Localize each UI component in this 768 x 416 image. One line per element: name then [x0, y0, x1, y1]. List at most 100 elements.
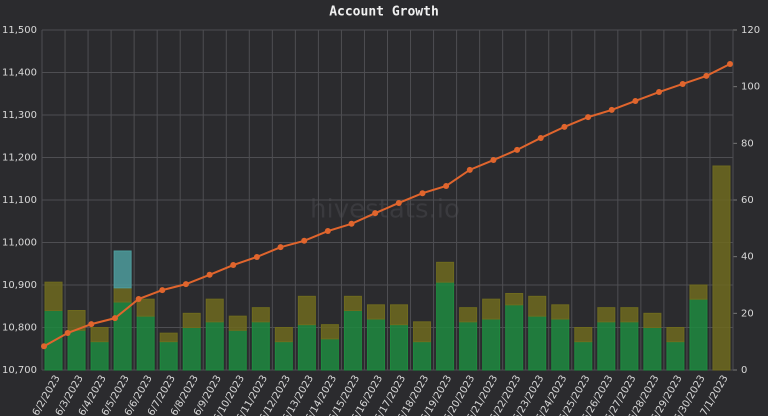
point [348, 220, 355, 227]
y2-tick-label: 80 [741, 138, 754, 149]
bar [182, 327, 201, 371]
point [111, 315, 118, 322]
bar [436, 281, 455, 371]
bar [136, 298, 155, 317]
point [159, 287, 166, 294]
bar [459, 321, 478, 371]
y2-tick-label: 20 [741, 308, 754, 319]
bar [551, 318, 570, 371]
bar [343, 295, 362, 312]
point [277, 244, 284, 251]
point [253, 253, 260, 260]
bar [528, 315, 547, 371]
y2-tick-label: 100 [741, 82, 760, 93]
bar [136, 315, 155, 371]
bar [574, 327, 593, 343]
point [656, 89, 663, 96]
bar [182, 312, 201, 329]
bar [413, 341, 432, 371]
bar [482, 318, 501, 371]
y-tick-label: 11,100 [2, 195, 37, 206]
point [301, 237, 308, 244]
y2-tick-label: 0 [741, 365, 747, 376]
bar [689, 284, 708, 300]
bar [366, 304, 385, 320]
point [88, 321, 95, 328]
point [537, 134, 544, 141]
point [41, 343, 47, 350]
bar [228, 315, 247, 331]
bar [44, 281, 63, 311]
bar [274, 341, 293, 371]
y2-tick-label: 60 [741, 195, 754, 206]
point [703, 72, 710, 79]
point [135, 296, 142, 303]
y-tick-label: 10,800 [2, 323, 37, 334]
bar [459, 307, 478, 323]
bar [366, 318, 385, 371]
bar [666, 327, 685, 343]
y-tick-label: 11,000 [2, 238, 37, 249]
y-tick-label: 11,200 [2, 153, 37, 164]
bar [228, 329, 247, 371]
point [395, 199, 402, 206]
bar [159, 341, 178, 371]
bar [251, 321, 270, 371]
bar [297, 295, 316, 326]
point [182, 281, 189, 288]
bar [205, 298, 224, 323]
line [43, 63, 731, 348]
point [585, 114, 592, 121]
point [230, 262, 237, 269]
bar [274, 327, 293, 343]
bar [90, 341, 109, 371]
y-tick-label: 10,900 [2, 280, 37, 291]
bar [597, 321, 616, 371]
point [727, 61, 733, 67]
chart-title: Account Growth [329, 5, 439, 20]
bar [113, 250, 132, 289]
point [419, 190, 426, 197]
point [64, 330, 71, 337]
bar [67, 329, 86, 371]
bar [620, 321, 639, 371]
bar [643, 327, 662, 371]
point [679, 80, 686, 87]
bar [528, 295, 547, 317]
bar [205, 321, 224, 371]
bar [297, 324, 316, 371]
bar [436, 261, 455, 283]
bar [113, 287, 132, 303]
bar [574, 341, 593, 371]
bar [413, 321, 432, 343]
bar [643, 312, 662, 329]
y-tick-label: 10,700 [2, 365, 37, 376]
point [466, 166, 473, 173]
point [514, 146, 521, 153]
point [608, 106, 615, 113]
bar [251, 307, 270, 323]
point [372, 210, 379, 217]
point [206, 271, 213, 278]
bar [597, 307, 616, 323]
bar [482, 298, 501, 320]
bar [689, 298, 708, 371]
y2-tick-label: 120 [741, 25, 760, 36]
bar [666, 341, 685, 371]
bar [712, 165, 731, 371]
y-tick-label: 11,300 [2, 110, 37, 121]
bar [390, 324, 409, 371]
bar [90, 327, 109, 343]
point [443, 182, 450, 189]
y-tick-label: 11,400 [2, 68, 37, 79]
bar [505, 304, 524, 371]
bar [320, 324, 339, 340]
y-tick-label: 11,500 [2, 25, 37, 36]
bar [343, 310, 362, 371]
point [632, 97, 639, 104]
bar [390, 304, 409, 326]
bar [320, 338, 339, 371]
point [490, 157, 497, 164]
bar [505, 293, 524, 306]
